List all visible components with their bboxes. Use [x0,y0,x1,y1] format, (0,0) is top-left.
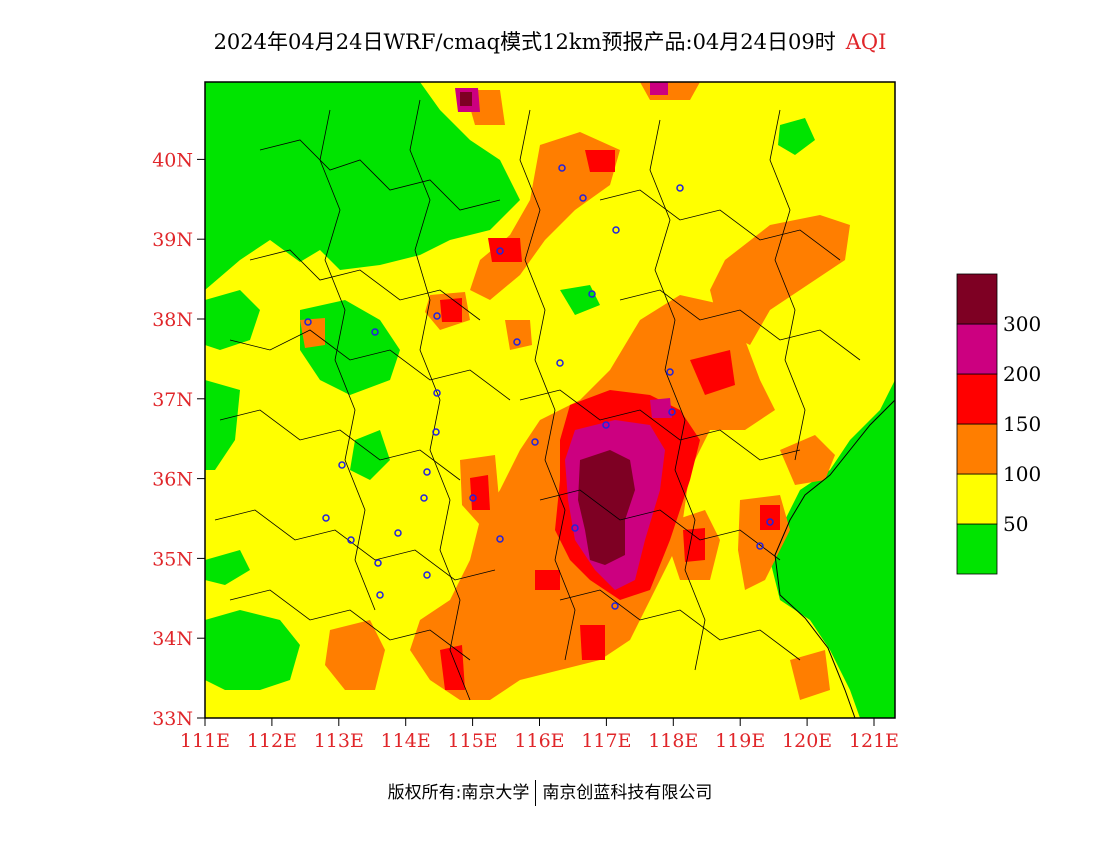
lon-tick-label: 111E [180,730,230,752]
hazardous-areas [460,92,635,565]
lat-tick-label: 34N [152,628,193,650]
lon-tick-label: 120E [782,730,832,752]
lat-tick-label: 39N [152,229,193,251]
city-markers [304,164,774,610]
lon-tick-label: 113E [314,730,364,752]
legend-label: 200 [1003,362,1041,386]
lon-tick-label: 121E [849,730,899,752]
lat-tick-label: 33N [152,708,193,730]
lat-tick-label: 35N [152,548,193,570]
footer-separator [535,780,537,806]
lon-tick-label: 114E [381,730,431,752]
lon-tick-label: 116E [514,730,564,752]
lon-tick-label: 112E [247,730,297,752]
map-frame [204,81,896,719]
legend-swatch [956,323,998,375]
legend-label: 50 [1003,512,1028,536]
legend-label: 100 [1003,462,1041,486]
legend-label: 300 [1003,312,1041,336]
aqi-field [205,82,895,718]
lon-tick-label: 118E [648,730,698,752]
lat-tick-label: 40N [152,149,193,171]
longitude-axis: 111E 112E 113E 114E 115E 116E 117E 118E 119E 120E… [180,718,899,752]
map-title: 2024年04月24日WRF/cmaq模式12km预报产品:04月24日09时 A… [0,26,1100,56]
lon-tick-label: 117E [581,730,631,752]
legend-swatch [956,523,998,575]
legend-swatch [956,423,998,475]
title-main: 2024年04月24日WRF/cmaq模式12km预报产品:04月24日09时 [213,30,836,54]
coastline [774,399,895,718]
copyright-text: 版权所有:南京大学 [387,783,530,803]
boundary-lines [214,99,861,701]
legend-swatch [956,473,998,525]
footer: 版权所有:南京大学 南京创蓝科技有限公司 [0,778,1100,806]
aqi-legend: 50 100 150 200 300 [956,273,1041,575]
title-variable: AQI [845,30,887,54]
lon-tick-label: 115E [448,730,498,752]
lat-tick-label: 36N [152,469,193,491]
lat-tick-label: 38N [152,309,193,331]
lat-tick-label: 37N [152,389,193,411]
legend-swatch [956,373,998,425]
company-text: 南京创蓝科技有限公司 [542,783,713,803]
lon-tick-label: 119E [715,730,765,752]
latitude-axis: 33N 34N 35N 36N 37N 38N 39N 40N [152,149,205,730]
legend-swatch [956,273,998,325]
legend-label: 150 [1003,412,1041,436]
